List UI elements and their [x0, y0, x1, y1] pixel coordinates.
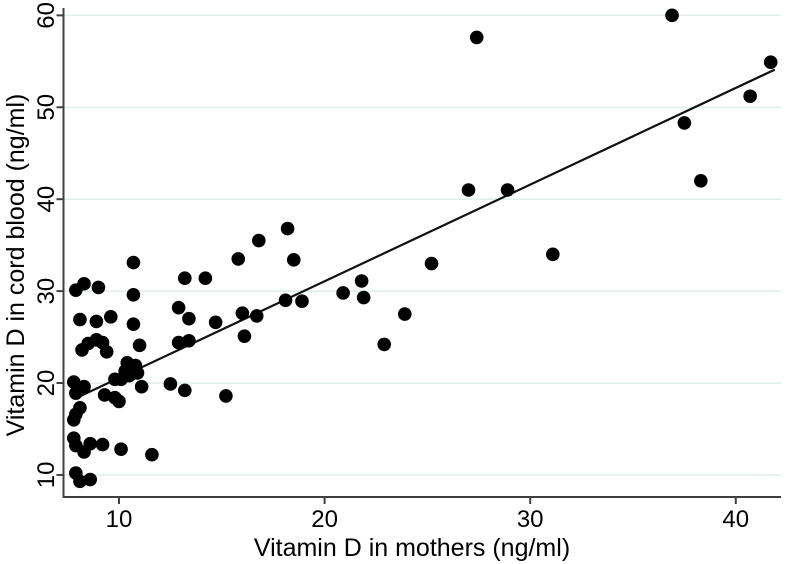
data-point — [75, 343, 89, 357]
data-point — [694, 174, 708, 188]
data-point — [356, 290, 371, 305]
data-point — [763, 55, 778, 70]
data-point — [182, 333, 196, 348]
data-point — [73, 474, 87, 489]
data-point — [249, 309, 264, 323]
data-point — [126, 287, 141, 302]
data-point — [126, 317, 141, 331]
data-point — [231, 252, 246, 266]
data-point — [198, 271, 213, 286]
data-point — [237, 329, 252, 343]
data-point — [171, 335, 186, 350]
data-point — [77, 276, 91, 291]
data-point — [377, 337, 392, 352]
y-axis-title: Vitamin D in cord blood (ng/ml) — [2, 94, 30, 437]
data-point — [286, 253, 301, 267]
y-tick-label-30: 30 — [33, 278, 60, 305]
x-tick-label-10: 10 — [106, 506, 133, 533]
data-point — [171, 300, 186, 315]
data-point — [114, 442, 128, 457]
data-point — [99, 344, 114, 359]
data-point — [103, 310, 118, 324]
data-point — [461, 183, 476, 197]
data-point — [95, 437, 110, 452]
data-point — [424, 256, 439, 271]
data-point — [77, 445, 91, 459]
gridlines-layer — [63, 14, 781, 476]
data-point — [132, 338, 147, 353]
data-point — [97, 388, 112, 402]
y-tick-label-60: 60 — [33, 2, 60, 29]
data-point — [235, 306, 250, 320]
data-point — [66, 375, 81, 389]
data-point — [278, 293, 293, 308]
data-point — [500, 183, 515, 197]
data-point — [73, 312, 87, 327]
data-point — [182, 311, 196, 326]
y-tick-label-10: 10 — [33, 462, 60, 489]
data-point — [83, 472, 98, 487]
data-point — [145, 447, 159, 462]
data-point — [219, 389, 233, 403]
data-point — [91, 280, 106, 295]
y-tick-label-40: 40 — [33, 186, 60, 213]
data-point — [163, 377, 178, 391]
x-tick-label-30: 30 — [517, 506, 544, 533]
axes-layer: 10 20 30 40 50 60 10 20 30 40 — [33, 2, 781, 533]
data-point — [677, 116, 692, 130]
y-tick-label-20: 20 — [33, 370, 60, 397]
data-point — [126, 255, 141, 270]
data-point — [469, 30, 484, 45]
data-point — [665, 8, 679, 23]
data-point — [134, 379, 149, 394]
data-point — [295, 294, 309, 309]
x-tick-label-20: 20 — [311, 506, 338, 533]
data-point — [112, 394, 126, 409]
data-point — [66, 412, 81, 427]
data-points-layer — [66, 8, 778, 489]
data-point — [69, 386, 83, 400]
data-point — [177, 383, 192, 398]
x-axis-title: Vitamin D in mothers (ng/ml) — [254, 534, 570, 562]
data-point — [743, 89, 757, 104]
data-point — [280, 221, 295, 236]
data-point — [208, 315, 223, 330]
y-tick-label-50: 50 — [33, 94, 60, 121]
x-tick-label-40: 40 — [722, 506, 749, 533]
data-point — [354, 274, 369, 288]
data-point — [336, 286, 350, 300]
data-point — [252, 233, 266, 248]
data-point — [177, 271, 192, 286]
data-point — [89, 314, 104, 329]
data-point — [545, 247, 560, 262]
data-point — [397, 307, 412, 321]
data-point — [108, 372, 122, 387]
